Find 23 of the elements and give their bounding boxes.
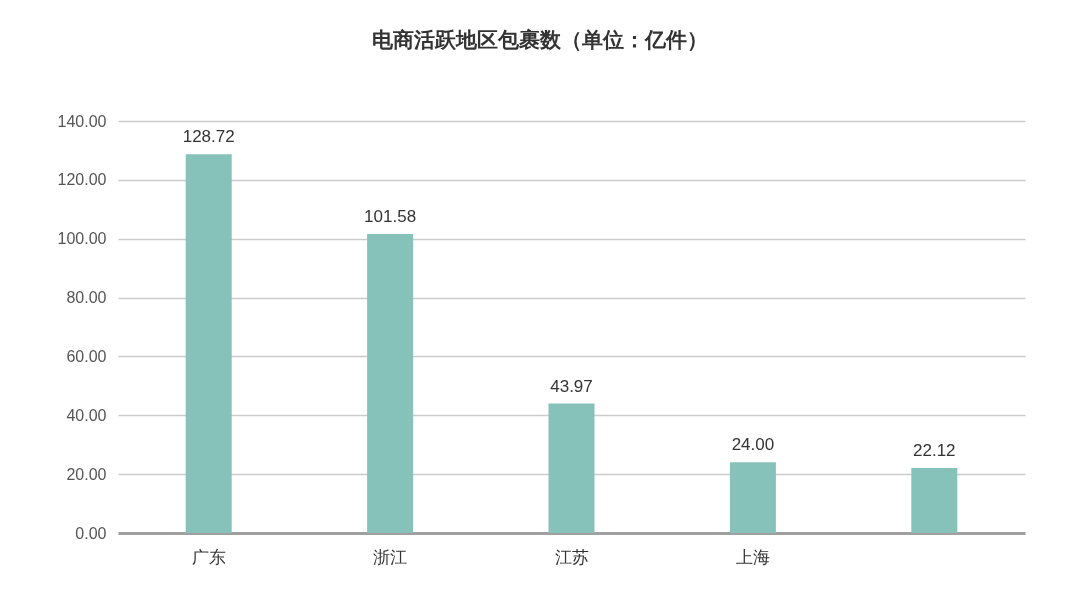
bar (548, 403, 595, 533)
y-tick-label: 0.00 (75, 524, 107, 542)
x-tick-label: 江苏 (554, 547, 589, 567)
y-tick-label: 100.00 (57, 230, 107, 248)
y-tick-label: 20.00 (66, 465, 107, 483)
data-label: 101.58 (364, 207, 417, 227)
data-label: 24.00 (731, 435, 775, 455)
bar (911, 467, 958, 533)
data-label: 128.72 (182, 127, 235, 147)
data-label: 22.12 (913, 440, 956, 460)
y-tick-label: 120.00 (57, 171, 107, 189)
y-tick-label: 80.00 (66, 289, 107, 307)
data-label: 43.97 (550, 376, 593, 396)
bar (367, 234, 414, 533)
chart-title: 电商活跃地区包裹数（单位：亿件） (372, 28, 708, 51)
x-tick-label: 上海 (735, 547, 770, 567)
x-tick-label: 浙江 (373, 547, 408, 567)
bar (185, 154, 232, 533)
x-tick-label: 广东 (191, 547, 226, 567)
y-tick-label: 140.00 (57, 112, 107, 130)
y-tick-label: 60.00 (66, 347, 107, 365)
bar (729, 462, 776, 533)
y-tick-label: 40.00 (66, 406, 107, 424)
